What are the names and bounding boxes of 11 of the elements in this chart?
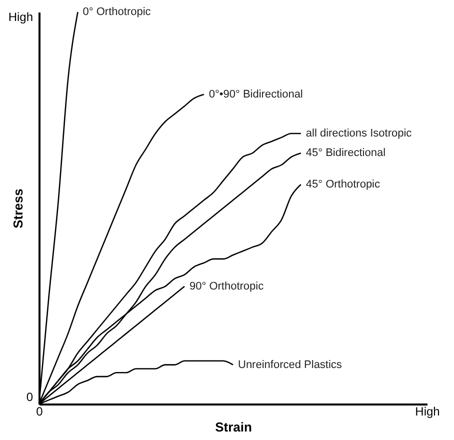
series-label: 90° Orthotropic <box>190 280 264 292</box>
series-label: 45° Orthotropic <box>306 178 380 190</box>
series-label: 0° Orthotropic <box>82 6 152 18</box>
x-axis-title: Strain <box>215 420 252 434</box>
text: 0 <box>26 390 34 404</box>
text: High <box>8 10 33 24</box>
series-label: 45° Bidirectional <box>306 147 386 160</box>
y-axis-title: Stress <box>10 188 26 228</box>
series-label: Unreinforced Plastics <box>238 358 342 371</box>
series-label: all directions Isotropic <box>306 128 412 140</box>
series-label: 0°•90° Bidirectional <box>208 88 303 100</box>
